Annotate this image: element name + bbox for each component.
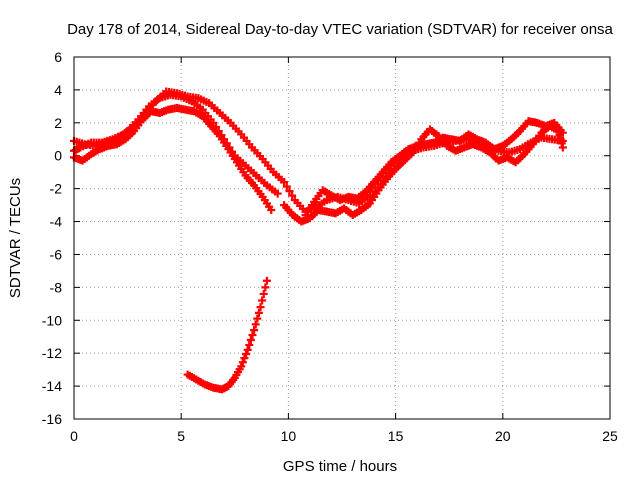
- data-point: [285, 187, 294, 196]
- y-tick-label: -10: [42, 312, 62, 328]
- series-track-5: [301, 117, 567, 219]
- y-tick-label: 0: [54, 148, 62, 164]
- data-point: [261, 283, 270, 292]
- chart-title: Day 178 of 2014, Sidereal Day-to-day VTE…: [67, 21, 613, 38]
- series-track-6: [183, 276, 271, 394]
- y-tick-label: -6: [50, 246, 63, 262]
- y-tick-label: 4: [54, 82, 62, 98]
- x-tick-label: 20: [495, 428, 511, 444]
- plot-frame: [73, 56, 611, 420]
- y-tick-label: 6: [54, 49, 62, 65]
- data-point: [237, 362, 246, 371]
- data-point: [558, 143, 567, 152]
- y-tick-label: -4: [50, 214, 63, 230]
- data-point: [282, 182, 291, 191]
- series-track-3: [70, 104, 276, 215]
- y-tick-label: -2: [50, 181, 63, 197]
- x-tick-label: 5: [177, 428, 185, 444]
- data-point: [253, 314, 262, 323]
- data-point: [288, 191, 297, 200]
- data-point: [259, 289, 268, 298]
- x-tick-label: 0: [70, 428, 78, 444]
- x-tick-label: 15: [388, 428, 404, 444]
- y-tick-label: 2: [54, 115, 62, 131]
- y-axis-title: SDTVAR / TECUs: [7, 178, 24, 298]
- data-point: [238, 358, 247, 367]
- data-point: [267, 206, 276, 215]
- data-point: [280, 178, 289, 187]
- data-point: [258, 296, 267, 305]
- data-point: [240, 354, 249, 363]
- data-point: [245, 340, 254, 349]
- data-series: [70, 87, 567, 394]
- data-point: [256, 303, 265, 312]
- data-point: [246, 336, 255, 345]
- data-point: [243, 345, 252, 354]
- data-point: [254, 308, 263, 317]
- data-point: [242, 350, 251, 359]
- data-point: [248, 331, 257, 340]
- x-tick-label: 25: [602, 428, 618, 444]
- data-point: [273, 189, 282, 198]
- y-tick-label: -8: [50, 279, 63, 295]
- data-point: [251, 320, 260, 329]
- y-tick-label: -12: [42, 345, 62, 361]
- data-point: [558, 128, 567, 137]
- data-point: [250, 326, 259, 335]
- series-track-4: [280, 122, 567, 226]
- grid: [74, 57, 610, 419]
- x-axis-title: GPS time / hours: [283, 458, 397, 475]
- data-point: [262, 276, 271, 285]
- x-tick-label: 10: [281, 428, 297, 444]
- y-tick-label: -16: [42, 411, 62, 427]
- y-tick-label: -14: [42, 378, 62, 394]
